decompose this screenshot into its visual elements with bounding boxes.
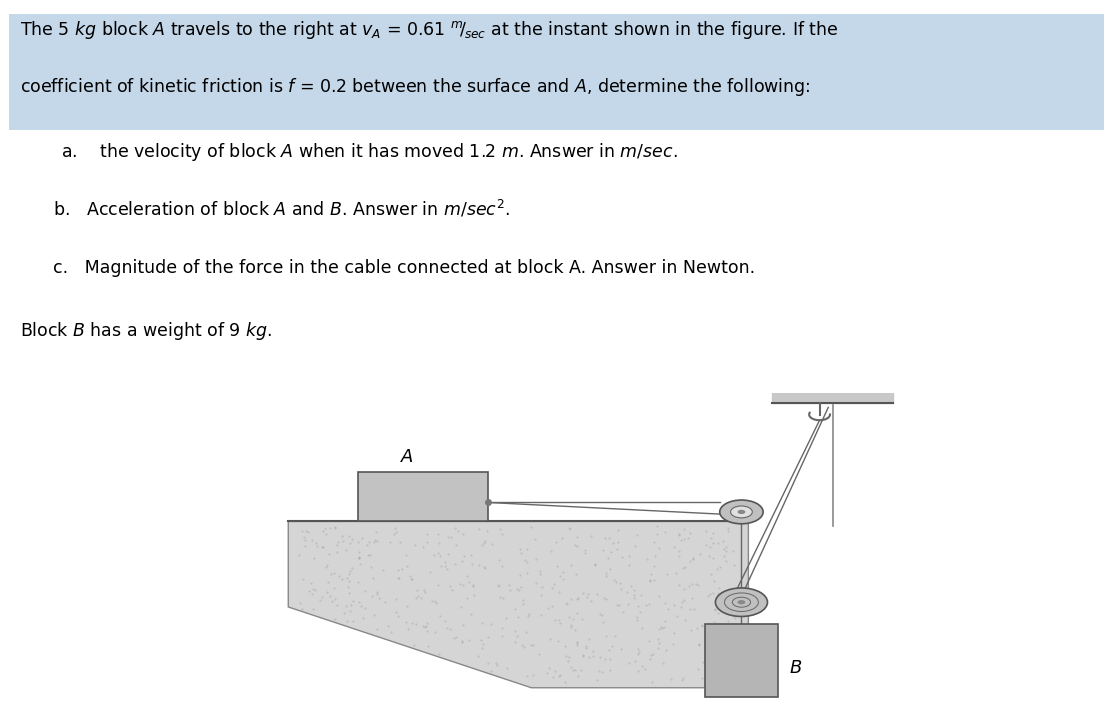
Text: B: B xyxy=(789,658,802,677)
Text: c.   Magnitude of the force in the cable connected at block A. Answer in Newton.: c. Magnitude of the force in the cable c… xyxy=(53,259,756,277)
Text: The 5 $kg$ block $A$ travels to the right at $v_A$ = 0.61 $^m\!/_{\!sec}$ at the: The 5 $kg$ block $A$ travels to the righ… xyxy=(20,19,838,41)
Text: A: A xyxy=(401,448,413,466)
Text: coefficient of kinetic friction is $f$ = 0.2 between the surface and $A$, determ: coefficient of kinetic friction is $f$ =… xyxy=(20,76,810,98)
Circle shape xyxy=(720,500,764,524)
Circle shape xyxy=(716,588,768,616)
Text: b.   Acceleration of block $A$ and $B$. Answer in $m/sec^2$.: b. Acceleration of block $A$ and $B$. An… xyxy=(53,199,511,220)
Bar xyxy=(357,472,487,522)
Text: a.    the velocity of block $A$ when it has moved 1.2 $m$. Answer in $m/sec$.: a. the velocity of block $A$ when it has… xyxy=(61,141,678,163)
Bar xyxy=(9,14,1104,131)
Polygon shape xyxy=(288,522,748,688)
Circle shape xyxy=(730,506,752,518)
Circle shape xyxy=(738,600,746,604)
Text: Block $B$ has a weight of 9 $kg$.: Block $B$ has a weight of 9 $kg$. xyxy=(20,320,272,342)
Circle shape xyxy=(738,510,746,514)
Bar xyxy=(705,623,778,697)
